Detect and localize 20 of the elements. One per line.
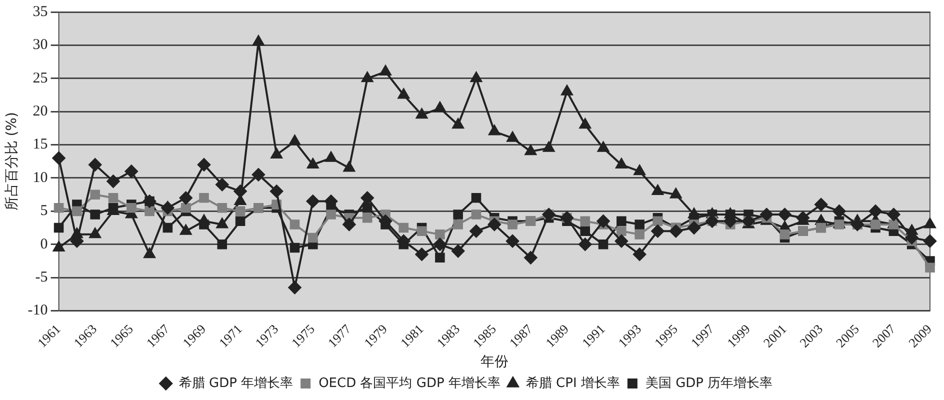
y-tick-label: 15 (32, 136, 48, 153)
x-axis-title: 年份 (480, 354, 508, 370)
y-tick-label: 35 (32, 4, 48, 20)
x-tick-label: 1971 (216, 321, 245, 350)
x-tick-label: 1981 (397, 321, 426, 350)
y-tick-label: 20 (32, 104, 48, 120)
y-tick-label: 5 (40, 203, 48, 220)
y-tick-label: 10 (32, 170, 48, 186)
y-tick-label: -5 (35, 270, 48, 286)
x-tick-label: 1961 (34, 321, 64, 350)
y-tick-label: 30 (32, 37, 48, 54)
x-tick-label: 1991 (578, 321, 608, 350)
legend-label: 希腊 CPI 增长率 (526, 374, 620, 391)
y-tick-label: -10 (28, 302, 48, 319)
legend-label: 美国 GDP 历年增长率 (645, 374, 773, 391)
legend-label: OECD 各国平均 GDP 年增长率 (318, 374, 500, 391)
legend-label: 希腊 GDP 年增长率 (178, 374, 294, 391)
y-axis-title: 所占百分比 (%) (4, 112, 20, 211)
y-tick-label: 25 (32, 70, 48, 86)
y-tick-label: 0 (40, 236, 48, 252)
